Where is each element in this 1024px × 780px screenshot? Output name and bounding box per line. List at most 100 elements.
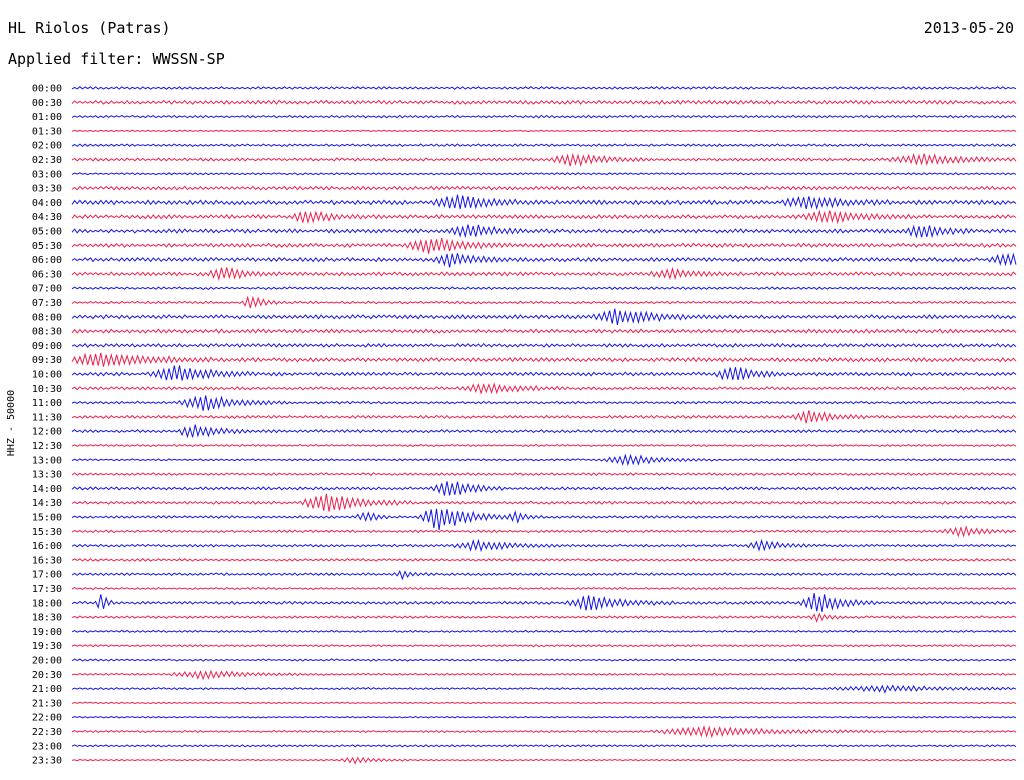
trace-line (71, 365, 1017, 381)
trace-line (71, 443, 1017, 448)
trace-line (71, 715, 1017, 719)
trace-line (71, 756, 1017, 765)
time-label: 12:30 (32, 441, 62, 452)
trace-line (71, 152, 1017, 167)
trace-line (71, 612, 1017, 624)
time-label: 11:00 (32, 398, 62, 409)
time-label: 09:00 (32, 341, 62, 352)
time-label: 04:30 (32, 212, 62, 223)
time-label: 17:00 (32, 570, 62, 581)
traces-group (71, 86, 1017, 765)
time-label: 06:30 (32, 269, 62, 280)
trace-line (71, 99, 1017, 105)
time-label: 06:00 (32, 255, 62, 266)
trace-line (71, 508, 1017, 531)
trace-line (71, 86, 1017, 90)
time-label: 21:00 (32, 684, 62, 695)
trace-line (71, 453, 1017, 467)
trace-line (71, 525, 1017, 538)
time-label: 05:00 (32, 227, 62, 238)
trace-line (71, 481, 1017, 496)
date-label: 2013-05-20 (923, 19, 1014, 37)
trace-line (71, 724, 1017, 739)
trace-line (71, 114, 1017, 119)
trace-line (71, 424, 1017, 439)
time-label: 04:00 (32, 198, 62, 209)
trace-line (71, 558, 1017, 562)
trace-line (71, 295, 1017, 309)
trace-line (71, 342, 1017, 348)
trace-line (71, 586, 1017, 591)
trace-line (71, 352, 1017, 367)
time-label: 10:30 (32, 384, 62, 395)
time-label: 22:30 (32, 727, 62, 738)
trace-line (71, 538, 1017, 553)
trace-line (71, 744, 1017, 748)
trace-line (71, 493, 1017, 512)
trace-line (71, 644, 1017, 648)
time-label: 09:30 (32, 355, 62, 366)
time-label: 11:30 (32, 412, 62, 423)
time-label: 07:00 (32, 284, 62, 295)
y-axis-label: HHZ - 50000 (6, 390, 17, 456)
trace-line (71, 684, 1017, 694)
time-label: 10:00 (32, 370, 62, 381)
time-label: 20:30 (32, 670, 62, 681)
time-label: 21:30 (32, 698, 62, 709)
time-label: 18:00 (32, 598, 62, 609)
trace-line (71, 172, 1017, 176)
time-label: 14:30 (32, 498, 62, 509)
time-label: 16:00 (32, 541, 62, 552)
trace-line (71, 410, 1017, 424)
trace-line (71, 593, 1017, 613)
trace-line (71, 308, 1017, 325)
trace-line (71, 286, 1017, 291)
time-label: 00:00 (32, 84, 62, 95)
trace-line (71, 209, 1017, 225)
time-label: 18:30 (32, 613, 62, 624)
trace-line (71, 569, 1017, 581)
time-label: 23:30 (32, 756, 62, 767)
time-label: 05:30 (32, 241, 62, 252)
trace-line (71, 658, 1017, 662)
time-label: 20:00 (32, 656, 62, 667)
trace-line (71, 629, 1017, 634)
trace-line (71, 129, 1017, 133)
time-label: 03:00 (32, 169, 62, 180)
trace-line (71, 224, 1017, 239)
trace-line (71, 194, 1017, 211)
time-label: 23:00 (32, 741, 62, 752)
time-labels-group: 00:00 00:30 01:00 01:30 02:00 02:30 03:00 03:30… (32, 84, 62, 767)
trace-line (71, 382, 1017, 395)
time-label: 02:00 (32, 141, 62, 152)
time-label: 12:00 (32, 427, 62, 438)
time-label: 19:30 (32, 641, 62, 652)
time-label: 13:00 (32, 455, 62, 466)
time-label: 13:30 (32, 470, 62, 481)
station-title: HL Riolos (Patras) (8, 19, 171, 37)
trace-line (71, 472, 1017, 476)
time-label: 02:30 (32, 155, 62, 166)
time-label: 00:30 (32, 98, 62, 109)
time-label: 16:30 (32, 555, 62, 566)
time-label: 15:30 (32, 527, 62, 538)
trace-line (71, 266, 1017, 281)
time-label: 19:00 (32, 627, 62, 638)
time-label: 22:00 (32, 713, 62, 724)
time-label: 01:30 (32, 126, 62, 137)
time-label: 01:00 (32, 112, 62, 123)
trace-line (71, 328, 1017, 334)
time-label: 08:30 (32, 327, 62, 338)
trace-line (71, 252, 1017, 268)
time-label: 15:00 (32, 513, 62, 524)
time-label: 07:30 (32, 298, 62, 309)
trace-line (71, 669, 1017, 681)
trace-line (71, 185, 1017, 191)
trace-line (71, 143, 1017, 148)
trace-line (71, 395, 1017, 411)
filter-label: Applied filter: WWSSN-SP (8, 50, 225, 68)
time-label: 14:00 (32, 484, 62, 495)
trace-line (71, 701, 1017, 705)
time-label: 03:30 (32, 184, 62, 195)
